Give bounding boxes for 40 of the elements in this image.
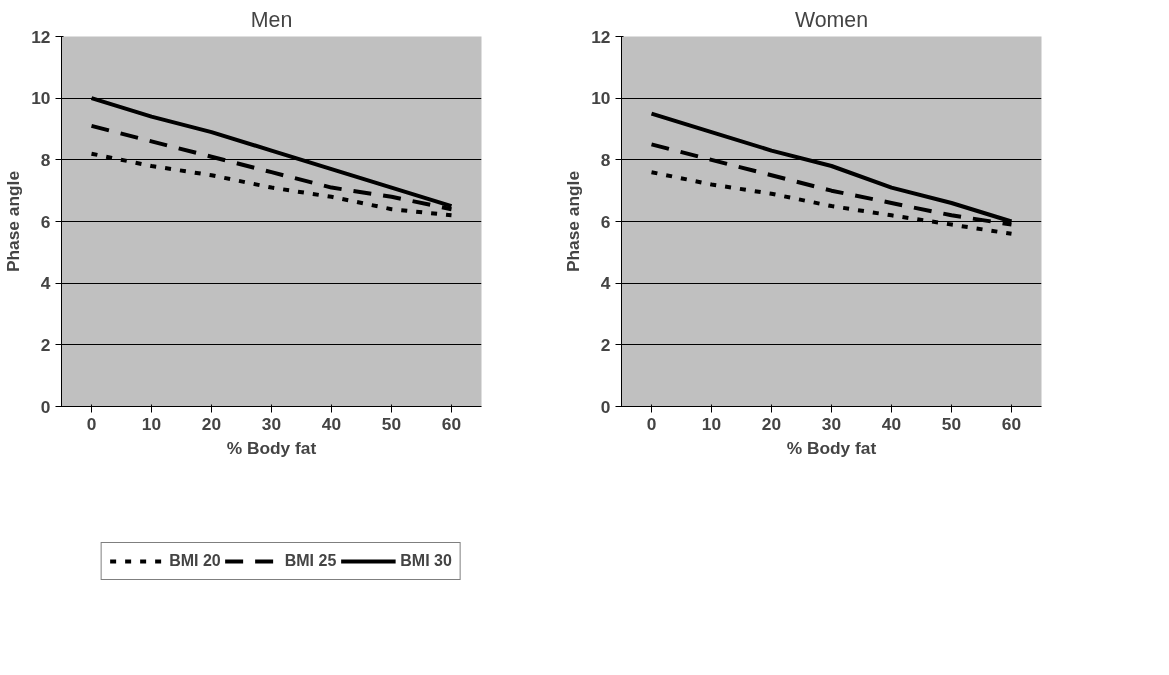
x-tick-label: 10 — [141, 413, 162, 434]
y-tick-label: 8 — [40, 149, 51, 170]
x-tick-label: 0 — [86, 413, 97, 434]
x-tick-label: 30 — [261, 413, 282, 434]
y-tick-label: 4 — [40, 273, 51, 294]
chart-title: Men — [250, 7, 293, 32]
y-axis-title: Phase angle — [3, 170, 24, 273]
y-tick-label: 12 — [31, 26, 51, 47]
legend-label: BMI 25 — [284, 552, 337, 570]
y-axis-title: Phase angle — [563, 170, 584, 273]
y-tick-label: 6 — [600, 211, 611, 232]
y-tick-label: 0 — [600, 396, 611, 417]
y-tick-label: 2 — [40, 334, 51, 355]
y-tick-label: 10 — [31, 88, 51, 109]
y-tick-label: 8 — [600, 149, 611, 170]
y-tick-label: 12 — [591, 26, 611, 47]
legend-label: BMI 30 — [400, 552, 452, 570]
y-tick-label: 6 — [40, 211, 51, 232]
y-tick-label: 2 — [600, 334, 611, 355]
x-tick-label: 60 — [1001, 413, 1022, 434]
x-tick-label: 50 — [381, 413, 402, 434]
legend-label: BMI 20 — [169, 552, 221, 570]
y-tick-label: 4 — [600, 273, 611, 294]
line-series — [89, 151, 454, 218]
x-tick-label: 60 — [441, 413, 462, 434]
x-axis-title: % Body fat — [786, 437, 877, 458]
x-tick-label: 0 — [646, 413, 657, 434]
x-tick-label: 20 — [761, 413, 782, 434]
x-tick-label: 40 — [881, 413, 902, 434]
x-tick-label: 20 — [201, 413, 222, 434]
x-tick-label: 50 — [941, 413, 962, 434]
line-series — [649, 111, 1014, 224]
x-tick-label: 30 — [821, 413, 842, 434]
x-tick-label: 10 — [701, 413, 722, 434]
x-tick-label: 40 — [321, 413, 342, 434]
x-axis-title: % Body fat — [226, 437, 317, 458]
chart-title: Women — [794, 7, 869, 32]
y-tick-label: 10 — [591, 88, 611, 109]
y-tick-label: 0 — [40, 396, 51, 417]
line-series — [649, 170, 1014, 236]
